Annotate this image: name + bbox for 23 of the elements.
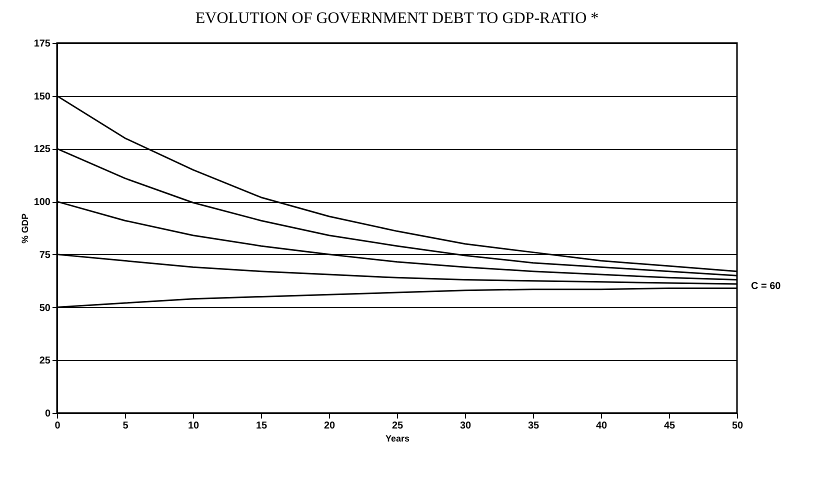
x-tick-label: 45: [664, 420, 676, 432]
x-tick-label: 35: [528, 420, 540, 432]
y-tick-label: 150: [34, 91, 51, 102]
y-tick-label: 50: [39, 302, 51, 314]
x-tick-label: 30: [460, 420, 472, 432]
y-tick-label: 0: [44, 408, 51, 420]
x-tick-label: 5: [122, 420, 129, 432]
y-tick-label: 75: [39, 250, 51, 261]
x-tick-label: 50: [732, 420, 744, 432]
x-tick-label: 40: [596, 420, 608, 432]
y-axis-title: % GDP: [20, 213, 30, 244]
x-tick-label: 20: [324, 420, 336, 432]
x-axis-title: Years: [385, 434, 410, 444]
y-tick-label: 175: [34, 38, 51, 50]
y-tick-label: 125: [34, 144, 51, 156]
y-tick-label: 100: [34, 197, 51, 208]
x-tick-label: 0: [54, 420, 61, 432]
x-tick-label: 15: [256, 420, 268, 432]
y-tick-label: 25: [39, 356, 51, 367]
x-tick-label: 10: [188, 420, 200, 432]
annotation: C = 60: [751, 281, 782, 292]
x-tick-label: 25: [392, 420, 404, 432]
chart-title: EVOLUTION OF GOVERNMENT DEBT TO GDP-RATIO *: [195, 10, 599, 27]
